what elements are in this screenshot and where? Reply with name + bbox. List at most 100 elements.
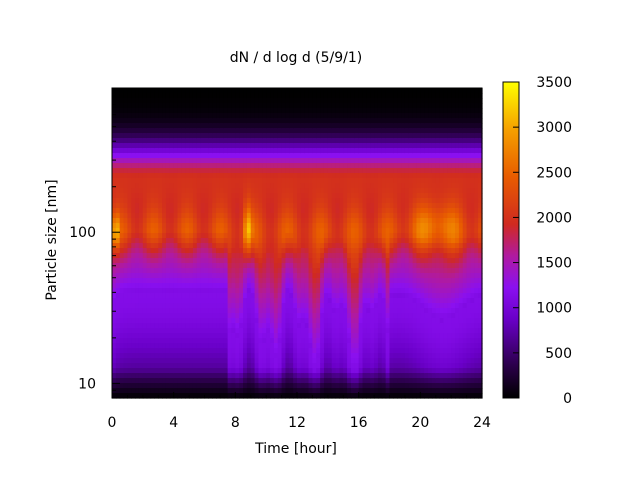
heatmap-cell	[162, 358, 167, 364]
heatmap-cell	[212, 213, 217, 219]
heatmap-cell	[304, 108, 310, 114]
heatmap-cell	[358, 108, 364, 114]
heatmap-cell	[354, 243, 360, 249]
heatmap-cell	[293, 133, 298, 139]
heatmap-cell	[196, 133, 202, 139]
heatmap-cell	[300, 88, 306, 94]
heatmap-cell	[169, 318, 175, 324]
heatmap-cell	[385, 138, 391, 144]
heatmap-cell	[362, 143, 367, 149]
heatmap-cell	[401, 318, 406, 324]
heatmap-cell	[254, 268, 260, 274]
heatmap-cell	[200, 138, 206, 144]
heatmap-cell	[154, 143, 159, 149]
heatmap-cell	[323, 268, 329, 274]
heatmap-cell	[192, 383, 198, 389]
heatmap-cell	[192, 318, 198, 324]
heatmap-cell	[385, 278, 391, 284]
heatmap-cell	[112, 383, 117, 389]
heatmap-cell	[385, 363, 391, 369]
heatmap-cell	[335, 113, 340, 119]
heatmap-cell	[335, 158, 340, 164]
heatmap-cell	[127, 358, 132, 364]
heatmap-cell	[239, 153, 244, 159]
heatmap-cell	[169, 218, 175, 224]
heatmap-cell	[250, 318, 256, 324]
heatmap-cell	[416, 143, 421, 149]
heatmap-cell	[273, 233, 279, 239]
heatmap-cell	[181, 348, 186, 354]
heatmap-cell	[177, 248, 182, 254]
heatmap-cell	[262, 263, 267, 269]
heatmap-cell	[347, 223, 352, 229]
heatmap-cell	[243, 113, 248, 119]
heatmap-cell	[119, 278, 125, 284]
heatmap-cell	[196, 388, 202, 394]
heatmap-cell	[381, 238, 387, 244]
heatmap-cell	[374, 263, 379, 269]
heatmap-cell	[162, 143, 167, 149]
heatmap-cell	[119, 348, 125, 354]
heatmap-cell	[293, 258, 298, 264]
heatmap-cell	[366, 313, 371, 319]
heatmap-cell	[181, 188, 186, 194]
heatmap-cell	[258, 203, 263, 209]
heatmap-cell	[281, 143, 287, 149]
heatmap-cell	[343, 323, 348, 329]
heatmap-cell	[246, 338, 252, 344]
heatmap-cell	[316, 128, 321, 134]
heatmap-cell	[354, 268, 360, 274]
heatmap-cell	[343, 378, 348, 384]
heatmap-cell	[297, 378, 302, 384]
heatmap-cell	[216, 178, 221, 184]
heatmap-cell	[250, 278, 256, 284]
heatmap-cell	[289, 288, 294, 294]
heatmap-cell	[277, 128, 283, 134]
heatmap-cell	[289, 118, 294, 124]
heatmap-cell	[127, 138, 132, 144]
heatmap-cell	[343, 108, 348, 114]
heatmap-cell	[416, 238, 421, 244]
heatmap-cell	[277, 228, 283, 234]
heatmap-cell	[281, 258, 287, 264]
heatmap-cell	[308, 253, 314, 259]
heatmap-cell	[289, 178, 294, 184]
heatmap-cell	[154, 338, 159, 344]
heatmap-cell	[362, 243, 367, 249]
heatmap-cell	[316, 293, 321, 299]
heatmap-cell	[408, 318, 414, 324]
heatmap-cell	[243, 248, 248, 254]
heatmap-cell	[270, 338, 275, 344]
heatmap-cell	[339, 118, 344, 124]
heatmap-cell	[300, 298, 306, 304]
heatmap-cell	[112, 258, 117, 264]
heatmap-cell	[235, 118, 240, 124]
heatmap-cell	[212, 243, 217, 249]
heatmap-cell	[250, 298, 256, 304]
heatmap-cell	[297, 243, 302, 249]
heatmap-cell	[308, 298, 314, 304]
heatmap-cell	[227, 278, 233, 284]
heatmap-cell	[293, 223, 298, 229]
heatmap-cell	[146, 178, 152, 184]
heatmap-cell	[358, 258, 364, 264]
heatmap-cell	[142, 393, 148, 399]
heatmap-cell	[339, 148, 344, 154]
heatmap-cell	[192, 168, 198, 174]
heatmap-cell	[293, 358, 298, 364]
heatmap-cell	[146, 253, 152, 259]
heatmap-cell	[123, 323, 129, 329]
heatmap-cell	[381, 263, 387, 269]
heatmap-cell	[146, 378, 152, 384]
heatmap-cell	[281, 103, 287, 109]
heatmap-cell	[347, 203, 352, 209]
heatmap-cell	[362, 123, 367, 129]
heatmap-cell	[266, 303, 271, 309]
heatmap-cell	[273, 368, 279, 374]
heatmap-cell	[212, 178, 217, 184]
heatmap-cell	[138, 133, 144, 139]
heatmap-cell	[131, 213, 136, 219]
heatmap-cell	[358, 228, 364, 234]
heatmap-cell	[262, 188, 267, 194]
heatmap-cell	[335, 323, 340, 329]
